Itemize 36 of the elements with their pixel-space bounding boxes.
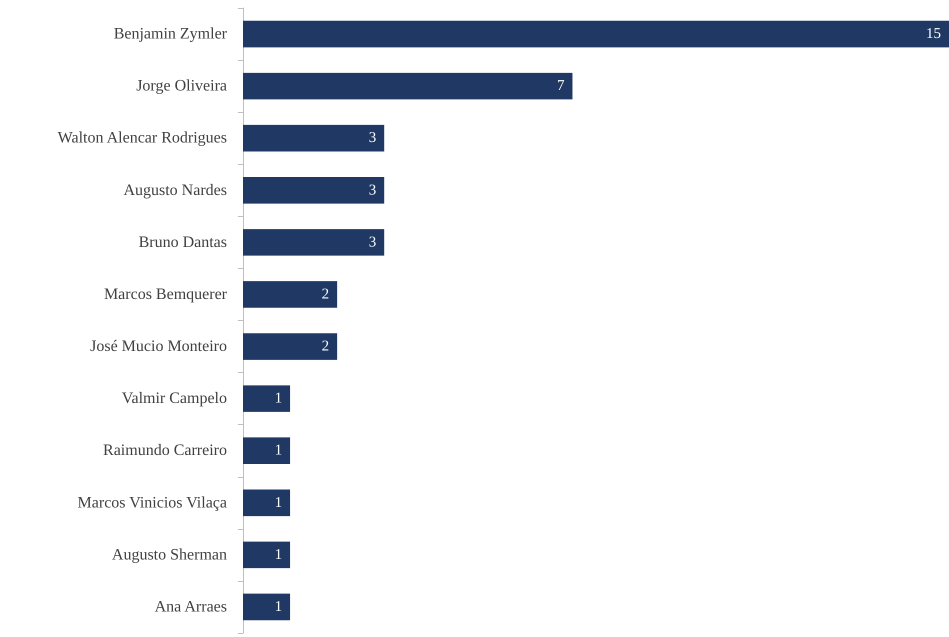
data-label: 3: [368, 130, 376, 146]
data-label: 3: [368, 182, 376, 198]
y-tick-label: Augusto Nardes: [123, 182, 227, 199]
data-label: 1: [274, 598, 282, 615]
bar: [243, 124, 384, 152]
bar: [243, 490, 290, 516]
y-tick-label: Walton Alencar Rodrigues: [58, 130, 227, 147]
bar: [243, 229, 384, 256]
bar: [243, 594, 290, 620]
y-tick-label: Jorge Oliveira: [136, 78, 227, 95]
bar: [243, 281, 338, 308]
bar: [243, 437, 290, 464]
data-label: 15: [926, 26, 941, 42]
bar: [243, 542, 290, 568]
data-label: 1: [274, 546, 282, 563]
data-label: 1: [274, 494, 282, 511]
data-label: 1: [274, 442, 282, 459]
data-label: 3: [368, 234, 376, 250]
bar: [243, 333, 338, 360]
y-tick-label: Augusto Sherman: [112, 546, 227, 564]
y-tick-label: Raimundo Carreiro: [103, 442, 227, 460]
y-tick-label: Ana Arraes: [154, 598, 227, 616]
y-tick-label: Marcos Vinicios Vilaça: [78, 494, 227, 512]
data-label: 7: [556, 78, 565, 94]
y-tick-label: Marcos Bemquerer: [104, 286, 228, 303]
y-tick-label: José Mucio Monteiro: [90, 338, 227, 356]
y-tick-label: Bruno Dantas: [138, 234, 227, 251]
data-label: 2: [322, 286, 330, 302]
data-label: 2: [322, 338, 330, 355]
y-tick-label: Valmir Campelo: [122, 390, 227, 408]
bar: [243, 385, 290, 412]
data-label: 1: [274, 390, 282, 407]
bar: [243, 177, 384, 204]
y-tick-label: Benjamin Zymler: [114, 26, 228, 43]
bar: [243, 72, 572, 100]
bar: [243, 20, 949, 48]
